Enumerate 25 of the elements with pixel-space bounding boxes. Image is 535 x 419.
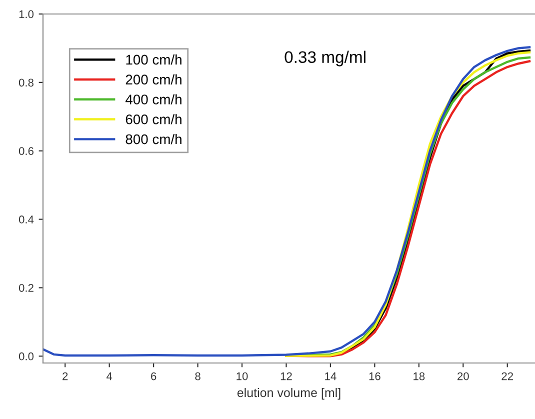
x-tick-label: 18: [414, 372, 425, 380]
legend-label: 600 cm/h: [126, 114, 182, 124]
x-tick-label: 4: [106, 372, 112, 380]
x-axis-title: elution volume [ml]: [237, 388, 340, 400]
legend-label: 100 cm/h: [126, 54, 182, 65]
x-tick-label: 22: [502, 372, 513, 380]
x-tick-label: 10: [236, 372, 248, 380]
y-tick-label: 0.0: [18, 352, 34, 360]
x-tick-label: 16: [369, 372, 380, 380]
x-tick-label: 2: [62, 372, 68, 380]
legend-label: 400 cm/h: [126, 94, 182, 104]
legend-label: 200 cm/h: [126, 74, 182, 85]
y-tick-label: 0.6: [18, 147, 34, 155]
y-tick-label: 1.0: [19, 10, 34, 18]
annotation: 0.33 mg/ml: [284, 50, 366, 66]
x-tick-label: 12: [280, 372, 292, 380]
y-tick-label: 0.2: [18, 284, 34, 292]
x-tick-label: 20: [458, 372, 469, 380]
legend-label: 800 cm/h: [126, 134, 182, 144]
x-tick-label: 14: [325, 372, 336, 380]
x-tick-label: 8: [195, 372, 200, 380]
y-tick-label: 0.4: [18, 216, 34, 224]
y-tick-label: 0.8: [18, 78, 34, 87]
line-series: [43, 46, 531, 357]
x-tick-label: 6: [151, 372, 156, 380]
